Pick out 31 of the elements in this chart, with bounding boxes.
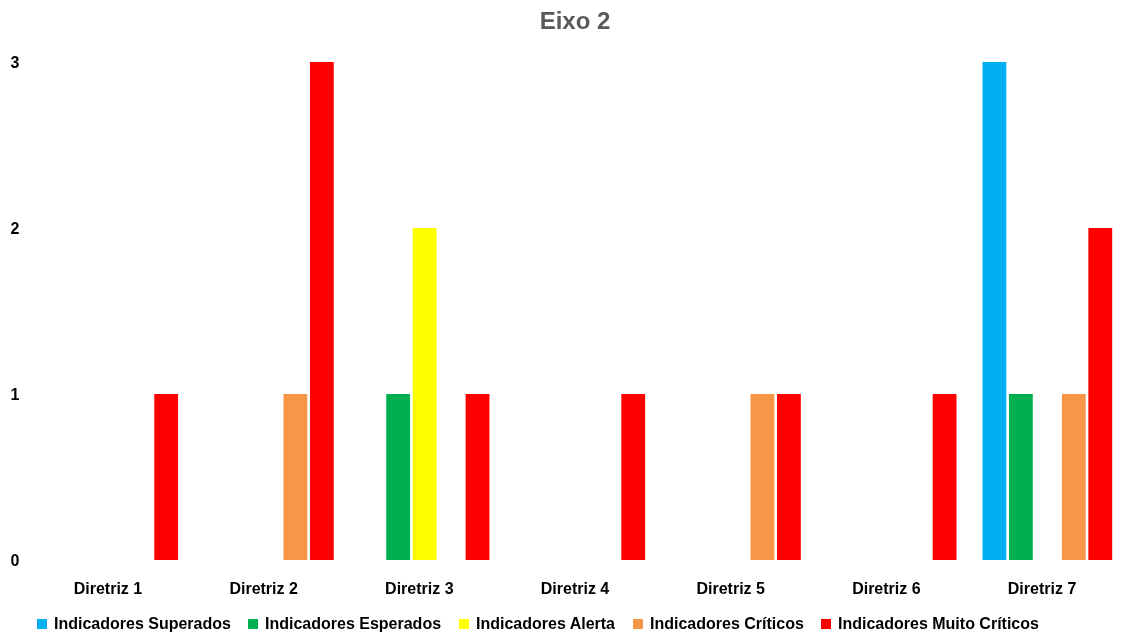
bar (386, 394, 411, 560)
bar (309, 62, 334, 560)
chart-title: Eixo 2 (539, 7, 611, 34)
x-tick-label: Diretriz 5 (696, 579, 766, 597)
bar (932, 394, 957, 560)
x-tick-label: Diretriz 6 (852, 579, 921, 597)
x-tick-label: Diretriz 4 (540, 579, 610, 597)
bar (412, 228, 437, 560)
bar (1008, 394, 1033, 560)
x-tick-label: Diretriz 3 (385, 579, 454, 597)
y-tick-label: 1 (10, 385, 20, 403)
y-tick-label: 2 (10, 219, 20, 237)
bar (750, 394, 775, 560)
legend-label: Indicadores Superados (54, 615, 232, 632)
x-tick-label: Diretriz 1 (73, 579, 143, 597)
bar (283, 394, 308, 560)
x-tick-label: Diretriz 7 (1007, 579, 1077, 597)
legend-label: Indicadores Muito Críticos (838, 615, 1040, 632)
legend-label: Indicadores Esperados (265, 615, 442, 632)
bar (777, 394, 801, 560)
bar (1061, 394, 1086, 560)
bar (154, 394, 179, 560)
y-tick-label: 3 (10, 53, 20, 71)
y-tick-label: 0 (10, 551, 20, 569)
x-tick-label: Diretriz 2 (229, 579, 298, 597)
bar (465, 394, 490, 560)
bar (982, 62, 1007, 560)
legend-label: Indicadores Alerta (476, 615, 616, 632)
legend-label: Indicadores Críticos (650, 615, 804, 632)
bar (1088, 228, 1113, 560)
bar (621, 394, 646, 560)
